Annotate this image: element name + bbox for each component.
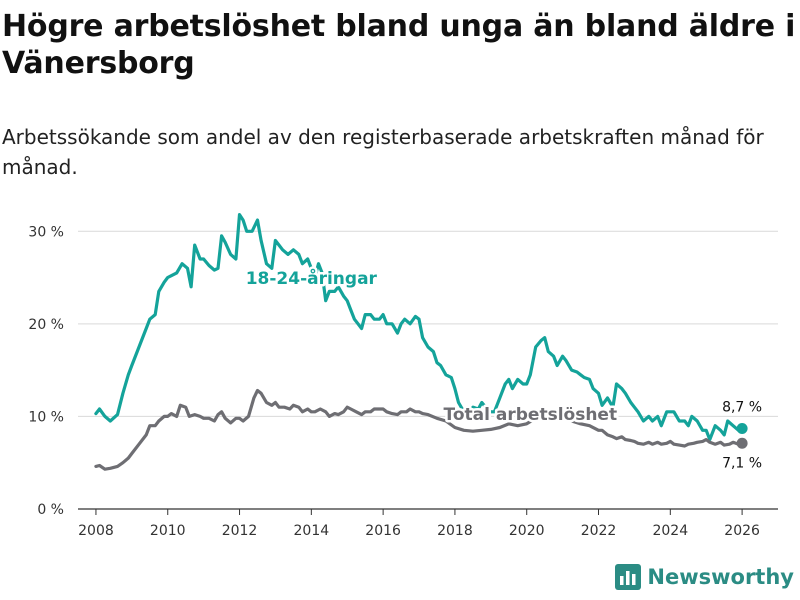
end-point-marker	[736, 437, 748, 449]
x-tick-label: 2024	[652, 523, 688, 539]
end-point-marker	[736, 422, 748, 434]
x-tick-label: 2022	[581, 523, 617, 539]
y-tick-label: 10 %	[28, 409, 64, 425]
series-lines	[94, 213, 748, 471]
y-tick-label: 0 %	[37, 502, 64, 518]
x-tick-label: 2016	[365, 523, 401, 539]
x-tick-label: 2018	[437, 523, 473, 539]
axes: 0 % 10 % 20 % 30 % 2008 2010 2012 2014 2016 2018 2…	[28, 224, 778, 539]
end-value-label: 7,1 %	[722, 455, 762, 471]
x-tick-label: 2008	[78, 523, 114, 539]
series-annotation-label: Total arbetslöshet	[444, 405, 618, 425]
end-value-label: 8,7 %	[722, 399, 762, 415]
x-tick-label: 2014	[294, 523, 330, 539]
series-line-total-arbetsl-shet	[94, 388, 744, 471]
chart-labels: 8,7 % 7,1 % 18-24-åringar Total arbetslöshe…	[243, 265, 762, 472]
newsworthy-brand: Newsworthy	[615, 564, 794, 590]
chart-subtitle: Arbetssökande som andel av den registerb…	[2, 125, 764, 179]
x-tick-label: 2026	[724, 523, 760, 539]
brand-name: Newsworthy	[647, 565, 794, 589]
series-annotation-label: 18-24-åringar	[246, 267, 378, 289]
x-tick-label: 2012	[222, 523, 258, 539]
series-line-18-24-ringar	[94, 213, 744, 442]
y-tick-label: 20 %	[28, 317, 64, 333]
y-tick-label: 30 %	[28, 224, 64, 240]
x-tick-label: 2020	[509, 523, 545, 539]
grid-lines	[78, 230, 778, 417]
x-tick-label: 2010	[150, 523, 186, 539]
page-title: Högre arbetslöshet bland unga än bland ä…	[2, 9, 796, 81]
newsworthy-logo-icon	[615, 564, 642, 590]
